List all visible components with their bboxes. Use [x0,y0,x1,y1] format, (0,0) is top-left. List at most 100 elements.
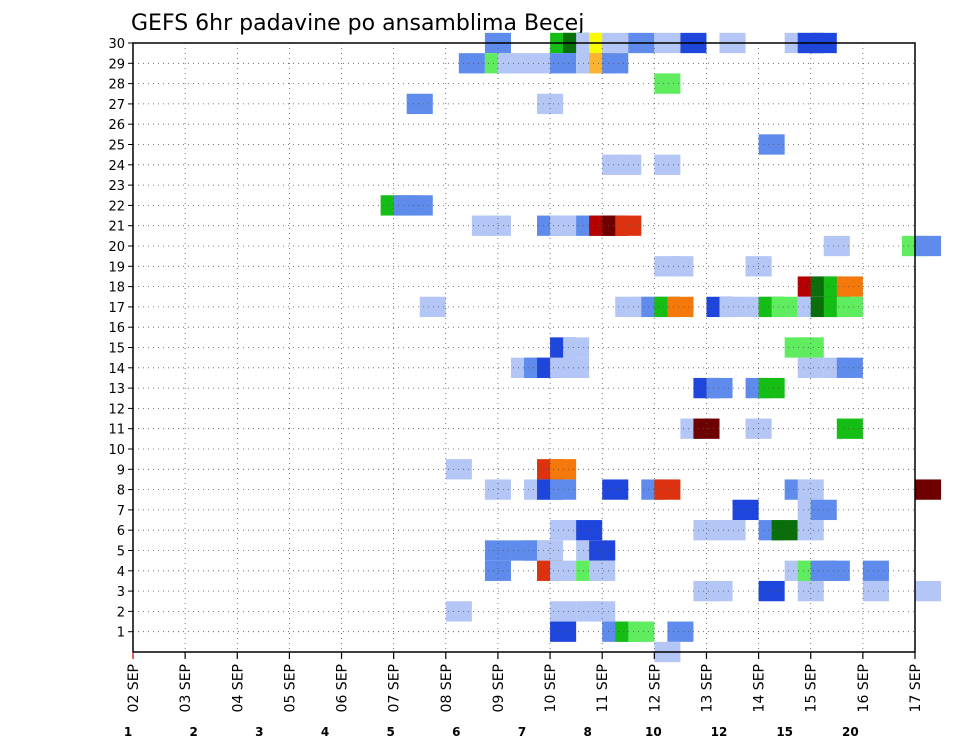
precip-cell [758,134,785,155]
x-tick-label: 02 SEP [126,664,142,712]
y-tick-label: 20 [108,240,125,255]
y-tick-label: 8 [117,484,125,499]
precip-cell [406,93,433,115]
y-tick-label: 5 [117,545,125,560]
y-tick-label: 15 [108,342,125,357]
x-tick-label: 10 SEP [543,664,559,712]
precip-cell [797,337,824,358]
x-tick-label: 04 SEP [230,664,246,712]
precip-cell [458,53,485,74]
precip-cell [589,560,616,581]
x-tick-label: 03 SEP [178,664,194,712]
y-tick-label: 1 [117,626,125,641]
y-tick-label: 26 [108,118,125,133]
precip-cell [797,520,824,541]
y-tick-label: 29 [108,57,125,72]
precip-cell [497,53,524,74]
precip-cell [602,479,629,500]
x-axis: 02 SEP 03 SEP 04 SEP 05 SEP 06 SEP 07 SEP 08 S… [126,652,924,712]
precip-cell [484,479,511,500]
precip-cell [915,580,942,602]
precip-cell [406,195,433,216]
x-tick-label: 11 SEP [595,664,611,712]
precip-cell [563,337,590,358]
precip-cell [836,276,863,297]
precip-cell [732,499,759,521]
precip-cell [862,580,889,602]
x-tick-label: 12 SEP [647,664,663,712]
x-tick-label: 17 SEP [908,664,924,712]
x-tick-label: 15 SEP [804,664,820,712]
precip-cell [654,154,681,175]
y-tick-label: 24 [108,159,125,174]
y-tick-label: 25 [108,139,125,154]
y-tick-label: 16 [108,321,125,336]
precip-cell [589,601,616,622]
y-tick-label: 28 [108,78,125,93]
y-tick-label: 22 [108,199,125,214]
y-tick-label: 23 [108,179,125,194]
legend-label: 1 [124,725,132,739]
precip-cell [706,580,733,602]
y-tick-label: 7 [117,504,125,519]
precip-cell [484,215,511,236]
precip-cell [693,520,720,541]
precip-cell [836,357,863,378]
y-tick-label: 2 [117,605,125,620]
precip-cell [797,479,824,500]
precip-cell [419,296,446,318]
precip-cell [771,296,798,318]
precip-cell [719,296,746,318]
precip-cell [758,580,785,602]
y-tick-label: 17 [108,301,125,316]
y-tick-label: 13 [108,382,125,397]
legend-label: 20 [842,725,859,739]
x-tick-label: 06 SEP [335,664,351,712]
precip-cell [654,73,681,94]
y-tick-label: 18 [108,281,125,296]
precip-cell [797,357,824,378]
y-tick-label: 9 [117,463,125,478]
x-tick-label: 14 SEP [752,664,768,712]
precip-cell [602,53,629,74]
x-tick-label: 16 SEP [856,664,872,712]
precip-cell [537,540,564,561]
x-tick-label: 13 SEP [699,664,715,712]
y-tick-label: 3 [117,585,125,600]
legend-label: 8 [583,725,591,739]
chart-title: GEFS 6hr padavine po ansamblima Becej [131,11,584,36]
y-tick-label: 11 [108,423,125,438]
precip-cell [719,520,746,541]
legend-label: 7 [518,725,526,739]
y-tick-label: 27 [108,98,125,113]
precip-cell [915,479,942,500]
y-tick-label: 30 [108,37,125,52]
y-tick-label: 14 [108,362,125,377]
precip-cell [589,540,616,561]
y-tick-label: 4 [117,565,125,580]
y-tick-label: 19 [108,260,125,275]
color-legend: 1 2 3 4 5 6 7 8 10 12 15 20 [124,725,859,739]
x-tick-label: 07 SEP [387,664,403,712]
precip-cell [836,418,863,439]
precip-cell [823,235,850,257]
y-tick-label: 12 [108,402,125,417]
precip-cell [667,296,694,318]
grid-layer [133,42,915,652]
legend-label: 4 [321,725,329,739]
precip-cell [524,53,551,74]
legend-label: 3 [255,725,263,739]
y-axis: 1234567891011121314151617181920212223242… [108,37,133,641]
precip-cell [797,580,824,602]
x-tick-label: 08 SEP [439,664,455,712]
legend-label: 12 [711,725,728,739]
legend-label: 15 [776,725,793,739]
y-tick-label: 21 [108,220,125,235]
precip-cell [862,560,889,581]
precip-cell [563,357,590,378]
y-tick-label: 10 [108,443,125,458]
x-tick-label: 09 SEP [491,664,507,712]
legend-label: 10 [645,725,662,739]
precip-cell [836,296,863,318]
